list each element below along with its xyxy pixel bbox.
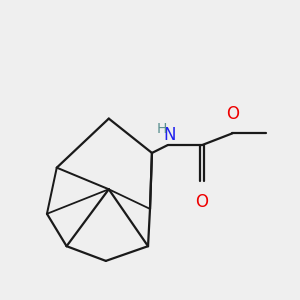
Text: O: O	[196, 193, 208, 211]
Text: N: N	[163, 126, 175, 144]
Text: H: H	[157, 122, 167, 136]
Text: O: O	[226, 105, 239, 123]
